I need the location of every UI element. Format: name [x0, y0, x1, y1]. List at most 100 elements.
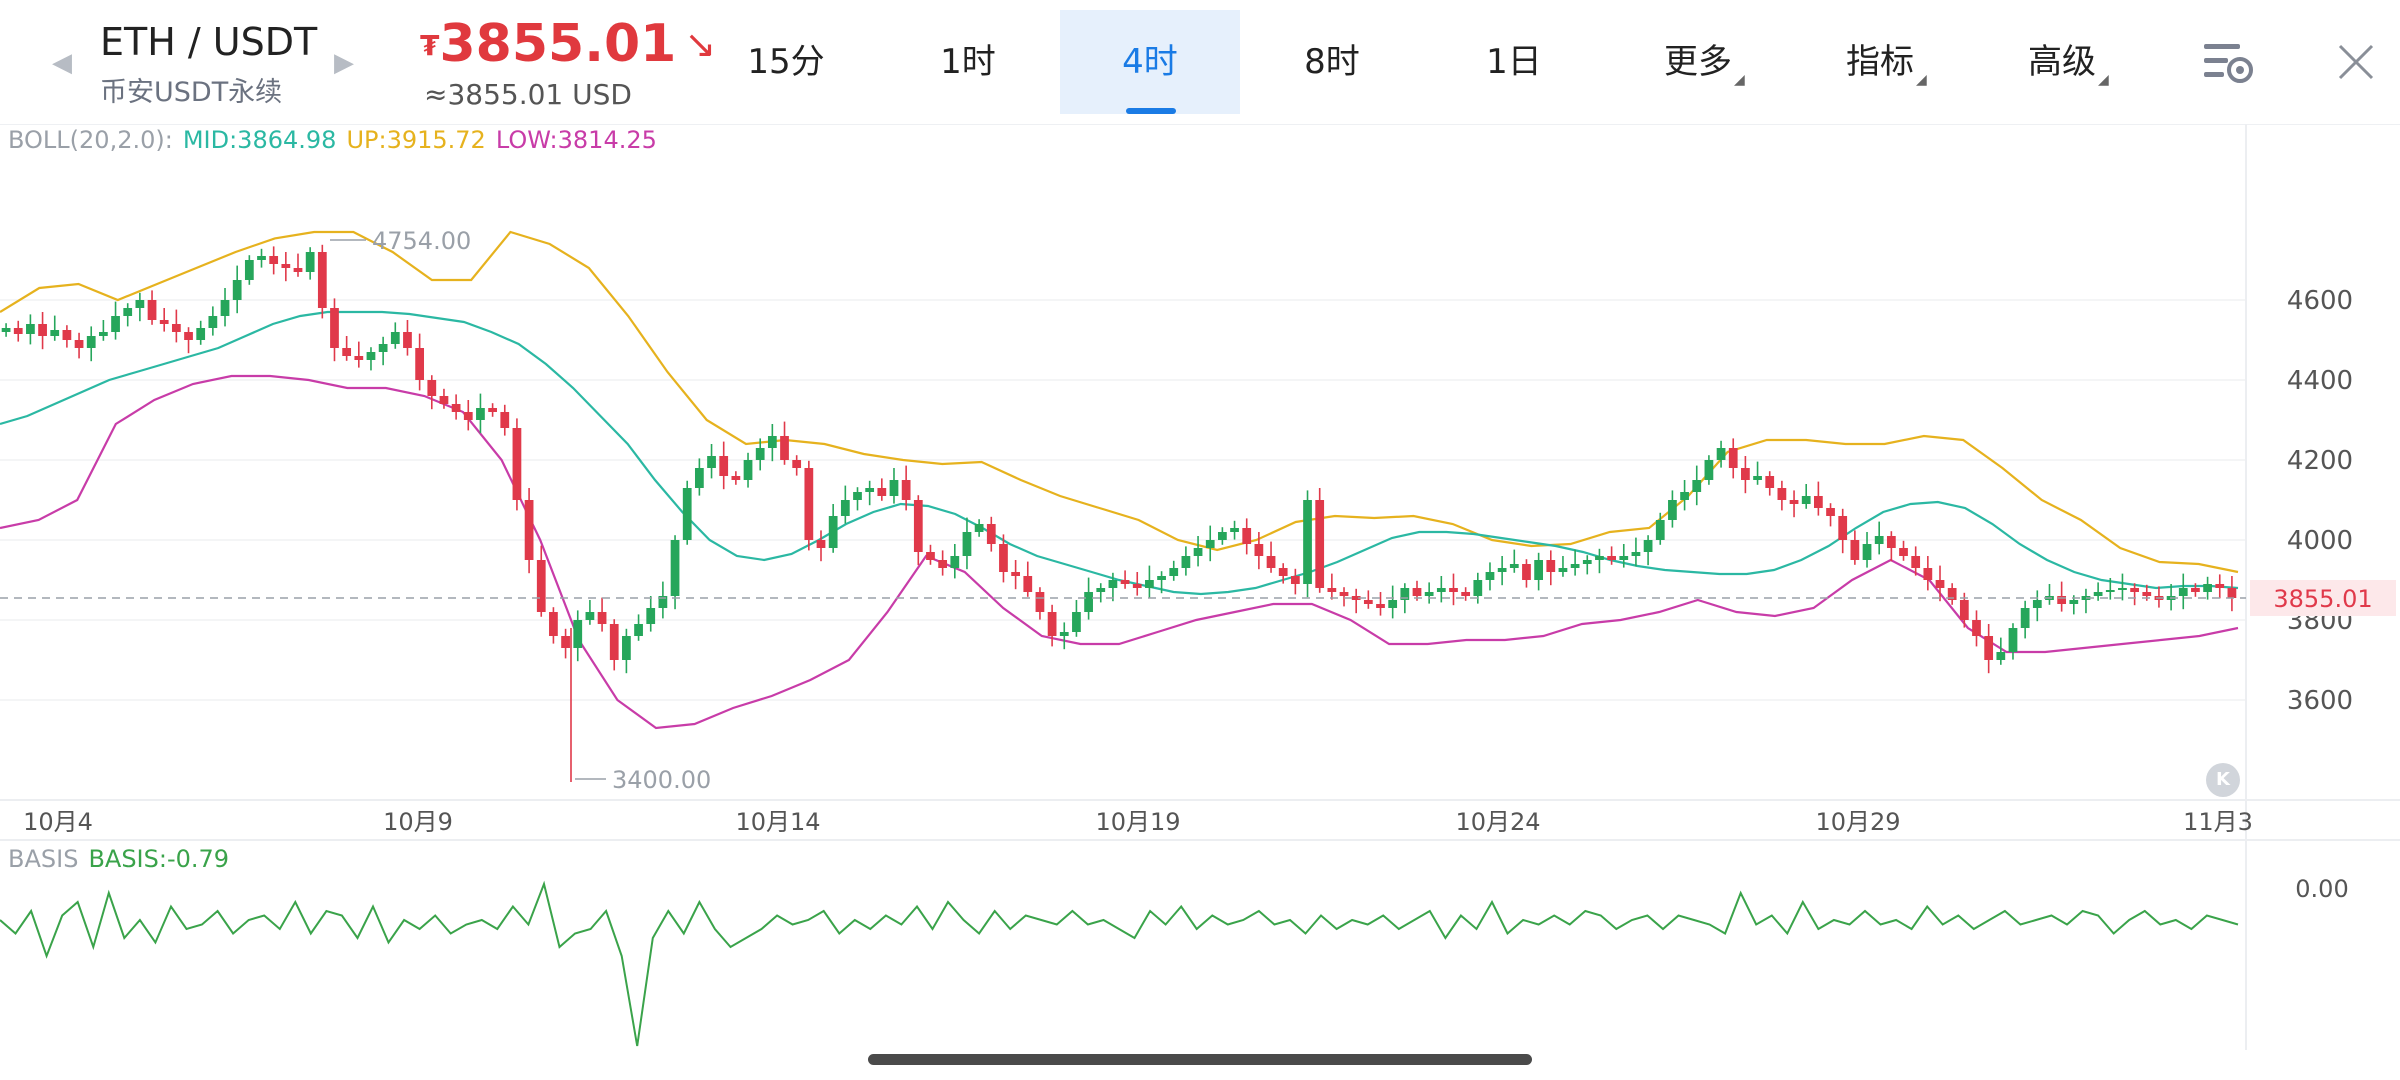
candle-body: [1911, 556, 1921, 568]
close-icon[interactable]: [2330, 36, 2382, 88]
candle-body: [50, 330, 60, 336]
candle-body: [853, 492, 862, 500]
candle-body: [1826, 508, 1835, 516]
candle-body: [244, 260, 254, 280]
chevron-left-icon[interactable]: ◀: [52, 48, 72, 78]
chart-settings-icon[interactable]: [2200, 38, 2256, 88]
candle-body: [682, 488, 692, 540]
tab-label: 1时: [940, 42, 996, 82]
tab-1d[interactable]: 1日: [1424, 10, 1604, 114]
candle-body: [1619, 556, 1629, 560]
candle-body: [1327, 588, 1337, 592]
candle-body: [415, 348, 425, 380]
candle-body: [1741, 468, 1750, 480]
candle-body: [1972, 620, 1981, 636]
candle-body: [2105, 590, 2115, 592]
tab-8h[interactable]: 8时: [1242, 10, 1422, 114]
candle-body: [1132, 584, 1142, 588]
candle-body: [2142, 592, 2152, 596]
candle-body: [1777, 488, 1787, 500]
candle-body: [889, 480, 899, 496]
candle-body: [390, 332, 400, 344]
candle-body: [1607, 556, 1616, 560]
candle-body: [938, 560, 948, 568]
x-tick-label: 10月9: [383, 808, 453, 836]
tab-label: 1日: [1486, 42, 1542, 82]
x-tick-label: 10月4: [23, 808, 93, 836]
candle-body: [1254, 544, 1264, 556]
candle-body: [573, 620, 583, 648]
x-tick-label: 10月19: [1095, 808, 1180, 836]
scroll-handle[interactable]: [868, 1054, 1532, 1065]
candle-body: [305, 252, 315, 272]
candle-body: [1205, 540, 1215, 548]
candle-body: [1850, 540, 1860, 560]
candle-body: [1874, 536, 1884, 544]
tab-more[interactable]: 更多 ◢: [1608, 10, 1788, 114]
candle-body: [804, 468, 814, 540]
candle-body: [123, 308, 133, 316]
candle-body: [378, 344, 388, 352]
candle-body: [865, 488, 875, 492]
candle-body: [2191, 588, 2200, 592]
candle-body: [171, 324, 181, 332]
candle-body: [1485, 572, 1495, 580]
candle-body: [1376, 604, 1385, 608]
candle-body: [1303, 500, 1312, 584]
symbol-title[interactable]: ETH / USDT: [100, 20, 318, 64]
candle-body: [1157, 576, 1166, 580]
tab-15m[interactable]: 15分: [696, 10, 876, 114]
candle-body: [597, 612, 607, 624]
chevron-right-icon[interactable]: ▶: [334, 48, 354, 78]
candle-body: [1461, 592, 1471, 596]
candle-body: [1388, 600, 1398, 608]
boll-mid-line: [0, 310, 2239, 596]
candle-body: [1886, 536, 1896, 548]
candle-body: [451, 404, 461, 412]
candle-body: [1047, 612, 1057, 636]
candle-body: [1242, 528, 1252, 544]
candle-body: [743, 460, 753, 480]
tab-4h[interactable]: 4时: [1060, 10, 1240, 114]
candle-body: [26, 324, 35, 334]
candle-body: [962, 532, 972, 556]
tab-indicators[interactable]: 指标 ◢: [1790, 10, 1970, 114]
candle-body: [1181, 556, 1191, 568]
candle-body: [135, 300, 145, 308]
candle-body: [99, 332, 108, 336]
candle-body: [463, 412, 473, 420]
boll-upper-line: [0, 230, 2239, 574]
candle-body: [366, 352, 376, 360]
candle-body: [658, 596, 668, 608]
candle-body: [1193, 548, 1203, 556]
candle-body: [232, 280, 242, 300]
candle-body: [1351, 596, 1361, 600]
candle-body: [196, 328, 206, 340]
candle-body: [13, 328, 23, 334]
basis-line: [0, 880, 2239, 1047]
basis-legend: BASIS BASIS:-0.79: [8, 845, 229, 873]
boll-label: BOLL(20,2.0):: [8, 126, 173, 154]
candle-body: [1084, 592, 1093, 612]
candle-body: [342, 348, 352, 356]
min-price-label: 3400.00: [612, 766, 711, 794]
tab-1h[interactable]: 1时: [878, 10, 1058, 114]
candle-body: [901, 480, 911, 500]
candle-body: [2203, 584, 2212, 592]
candle-body: [913, 500, 923, 552]
tab-advanced[interactable]: 高级 ◢: [1972, 10, 2152, 114]
x-tick-label: 10月14: [735, 808, 820, 836]
max-price-label: 4754.00: [372, 227, 471, 255]
candle-body: [1035, 592, 1045, 612]
y-tick-label: 4400: [2287, 366, 2353, 396]
candle-body: [1655, 520, 1665, 540]
dropdown-caret-icon: ◢: [2098, 72, 2109, 88]
candle-body: [330, 308, 339, 348]
candle-body: [974, 524, 984, 532]
candle-body: [1643, 540, 1653, 552]
candle-body: [634, 624, 643, 636]
candle-body: [1218, 532, 1227, 540]
candle-body: [986, 524, 996, 544]
k-badge-icon[interactable]: K: [2206, 763, 2240, 797]
